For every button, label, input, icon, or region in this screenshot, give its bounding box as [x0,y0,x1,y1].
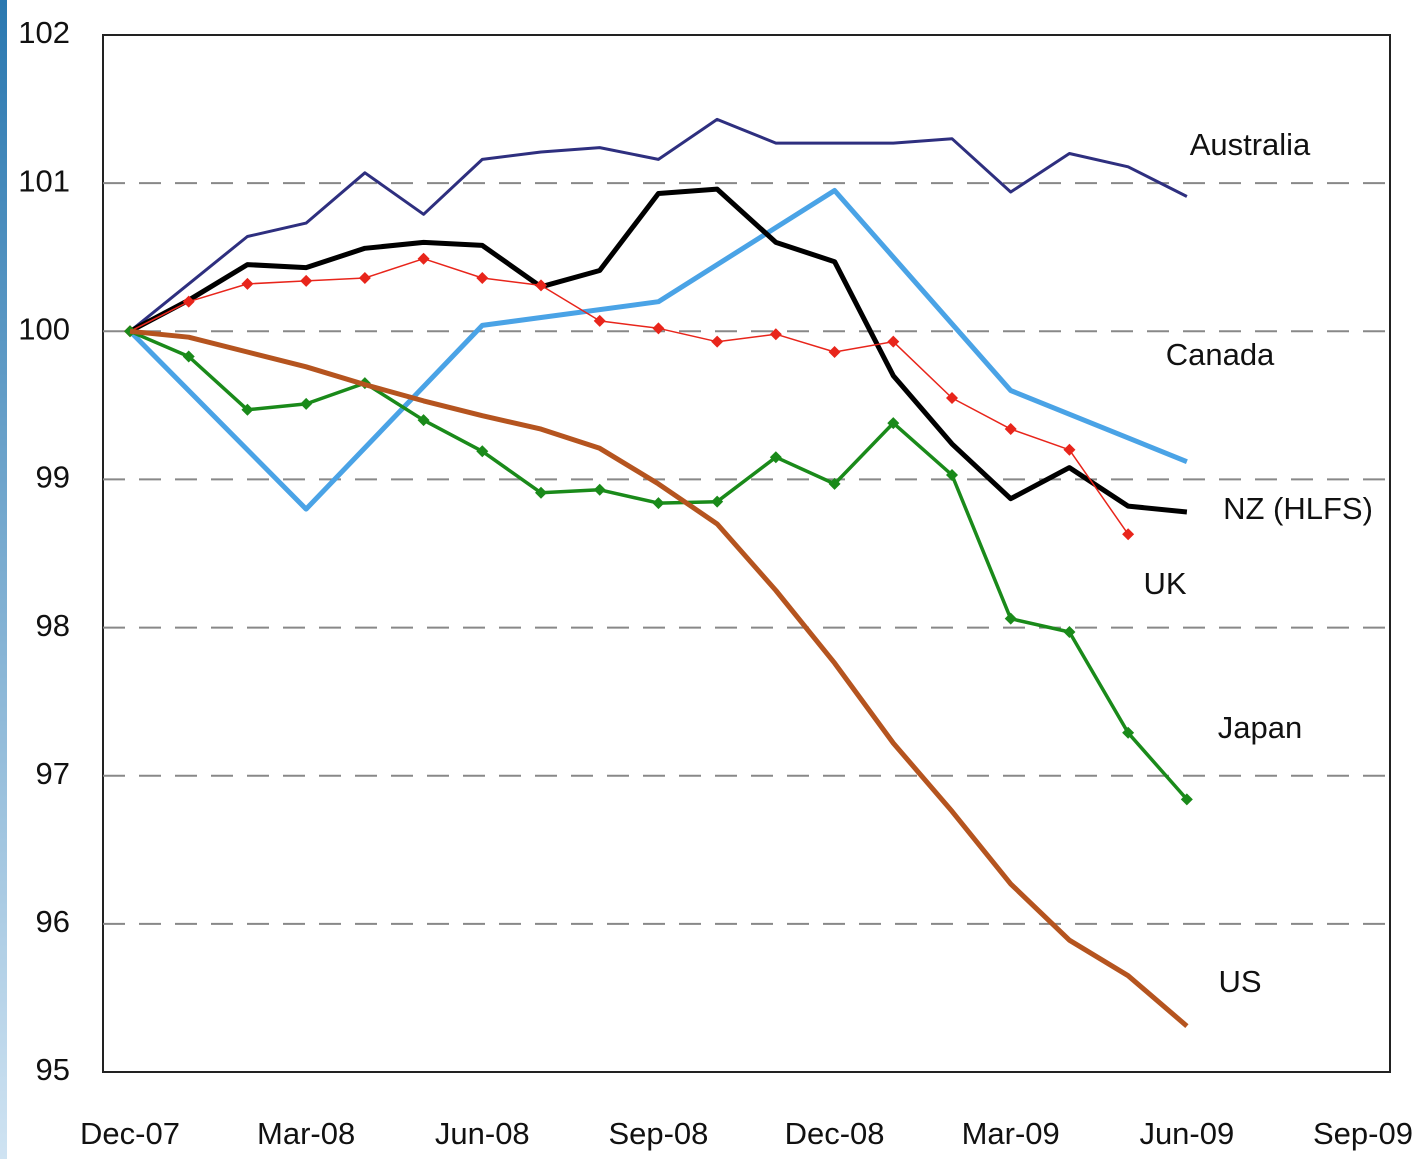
x-tick-label: Mar-09 [962,1116,1060,1151]
point-marker [593,314,606,327]
point-marker [1122,726,1135,739]
point-marker [769,328,782,341]
plot-frame [102,34,1391,1073]
point-marker [711,495,724,508]
y-tick-label: 98 [36,608,70,643]
x-tick-label: Jun-09 [1139,1116,1234,1151]
point-marker [828,477,841,490]
point-marker [417,414,430,427]
point-marker [652,497,665,510]
point-marker [300,397,313,410]
x-tick-label: Mar-08 [257,1116,355,1151]
series-line [129,329,1189,801]
series-label: UK [1143,566,1186,601]
y-tick-label: 95 [36,1052,70,1087]
point-marker [241,277,254,290]
point-marker [593,483,606,496]
point-marker [711,335,724,348]
y-tick-label: 100 [18,311,70,346]
point-marker [476,271,489,284]
point-marker [1122,528,1135,541]
point-marker [1004,612,1017,625]
point-marker [887,417,900,430]
series-label: NZ (HLFS) [1223,491,1373,526]
y-tick-label: 97 [36,756,70,791]
series-label: Japan [1218,710,1302,745]
x-tick-label: Jun-08 [435,1116,530,1151]
point-marker [828,346,841,359]
point-marker [1180,793,1193,806]
y-tick-label: 102 [18,15,70,50]
point-marker [1063,626,1076,639]
point-marker [769,451,782,464]
point-marker [182,295,195,308]
series-line [129,328,1189,1028]
point-marker [241,403,254,416]
series-label: Australia [1190,127,1311,162]
point-marker [417,252,430,265]
series-label: US [1218,964,1261,999]
y-tick-label: 96 [36,904,70,939]
point-marker [476,445,489,458]
point-marker [358,271,371,284]
x-tick-label: Sep-08 [608,1116,708,1151]
series-line [129,117,1188,333]
series-line [128,186,1188,515]
point-marker [300,274,313,287]
y-tick-label: 101 [18,163,70,198]
point-marker [652,322,665,335]
point-marker [1063,443,1076,456]
side-strip [0,0,7,1159]
point-marker [182,350,195,363]
point-marker [535,486,548,499]
point-marker [887,335,900,348]
series-line [128,188,1188,512]
x-tick-label: Dec-08 [785,1116,885,1151]
point-marker [945,391,958,404]
series-label: Canada [1166,337,1275,372]
x-tick-label: Dec-07 [80,1116,180,1151]
point-marker [945,468,958,481]
y-tick-label: 99 [36,460,70,495]
series-line [129,257,1129,535]
x-tick-label: Sep-09 [1313,1116,1413,1151]
point-marker [1004,423,1017,436]
point-marker [535,279,548,292]
